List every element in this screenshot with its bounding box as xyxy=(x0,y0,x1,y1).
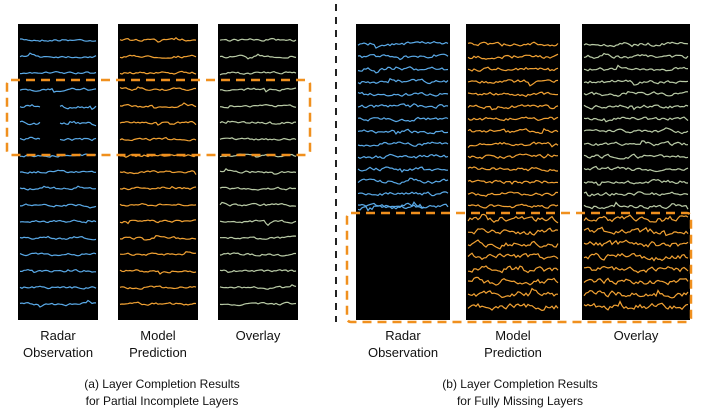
panel-label: Prediction xyxy=(484,345,542,360)
panel-label: Observation xyxy=(23,345,93,360)
caption: (b) Layer Completion Results xyxy=(442,377,597,391)
caption: (a) Layer Completion Results xyxy=(84,377,239,391)
panel-right-prediction xyxy=(466,24,560,320)
panel-label: Prediction xyxy=(129,345,187,360)
panel-label: Model xyxy=(495,328,531,343)
caption: for Partial Incomplete Layers xyxy=(86,394,239,408)
panels xyxy=(18,24,690,320)
panel-label: Model xyxy=(140,328,176,343)
panel-label: Radar xyxy=(385,328,421,343)
panel-right-radar xyxy=(356,24,450,320)
panel-label: Overlay xyxy=(614,328,659,343)
caption: for Fully Missing Layers xyxy=(457,394,583,408)
panel-label: Overlay xyxy=(236,328,281,343)
figure: Radar Observation Model Prediction Overl… xyxy=(0,0,708,418)
panel-label: Observation xyxy=(368,345,438,360)
panel-label: Radar xyxy=(40,328,76,343)
